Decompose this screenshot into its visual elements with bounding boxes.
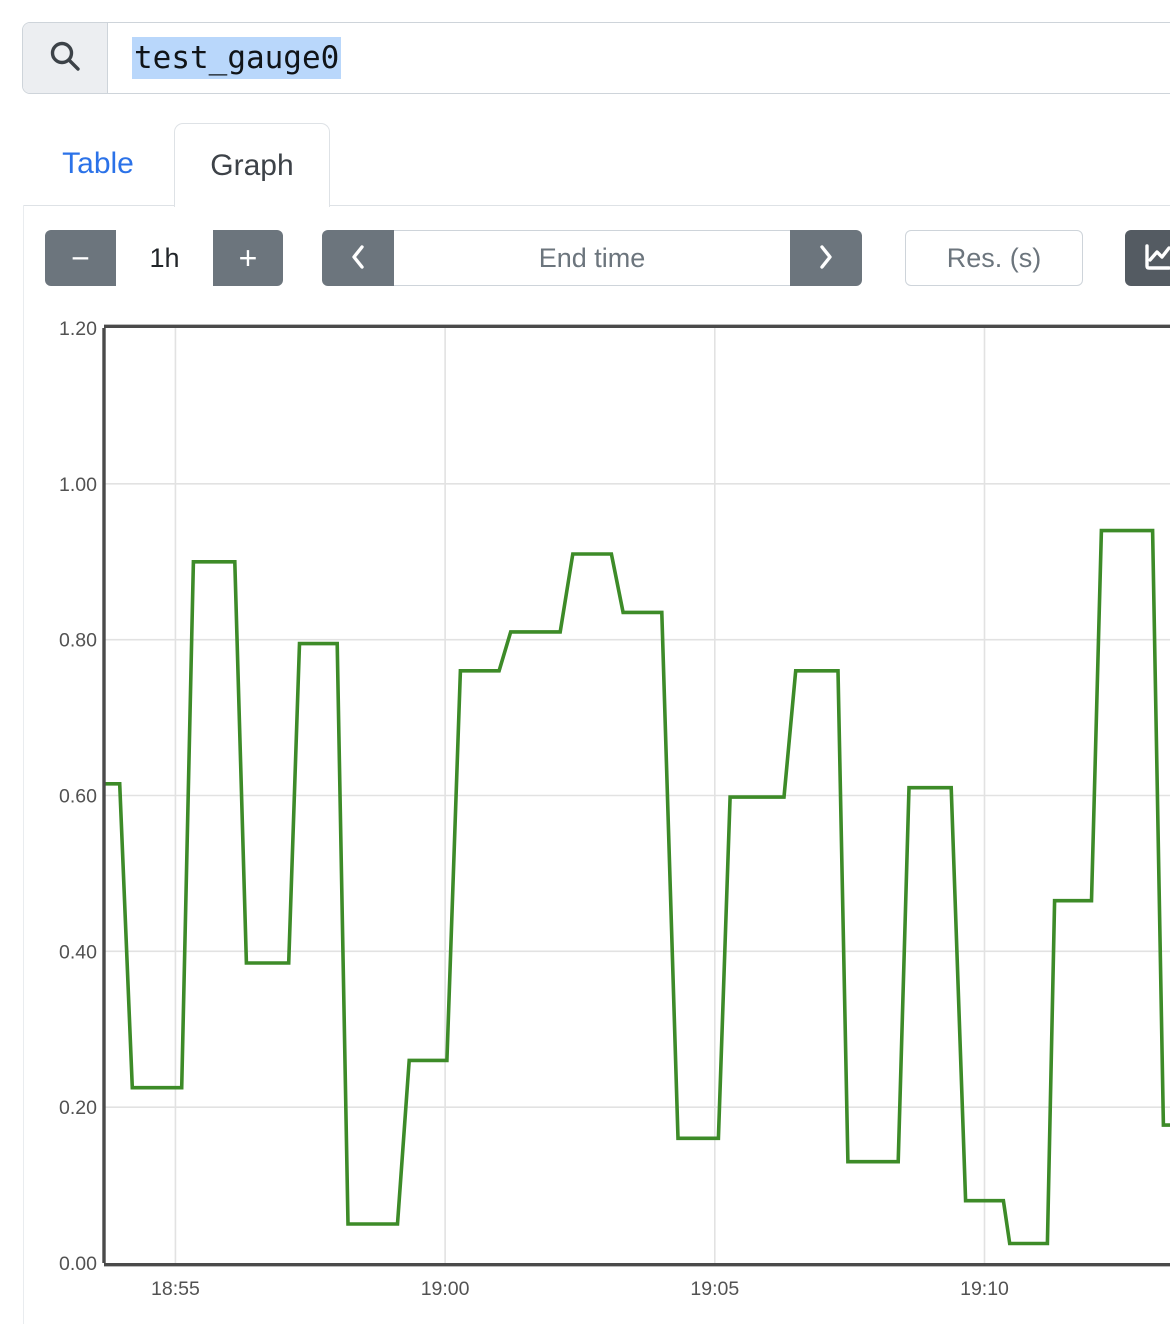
- duration-control: − 1h +: [45, 230, 283, 286]
- shift-back-button[interactable]: [322, 230, 394, 286]
- tab-graph[interactable]: Graph: [174, 123, 330, 207]
- query-bar: test_gauge0: [22, 22, 1170, 94]
- resolution-input[interactable]: Res. (s): [905, 230, 1083, 286]
- expression-text: test_gauge0: [132, 37, 342, 79]
- axis-frame: [102, 324, 1170, 1267]
- graph-controls: − 1h + End time Res. (s): [0, 230, 1170, 286]
- end-time-control: End time: [322, 230, 862, 286]
- end-time-input[interactable]: End time: [394, 230, 790, 286]
- y-axis-tick-label: 0.60: [59, 786, 97, 808]
- y-axis-tick-label: 0.00: [59, 1253, 97, 1275]
- tab-table[interactable]: Table: [62, 147, 134, 180]
- expression-input[interactable]: test_gauge0: [108, 23, 1170, 93]
- shift-forward-button[interactable]: [790, 230, 862, 286]
- y-axis-tick-label: 0.20: [59, 1097, 97, 1119]
- panel-top-border: [23, 205, 1170, 206]
- graph-canvas[interactable]: 0.00 0.20 0.40 0.60 0.80 1.00 1.20 18:55 19:00 19…: [0, 310, 1170, 1324]
- y-axis-tick-label: 0.80: [59, 630, 97, 652]
- y-axis-tick-label: 1.20: [59, 318, 97, 340]
- panel-left-border: [23, 205, 24, 1324]
- decrease-range-button[interactable]: −: [45, 230, 116, 286]
- chevron-left-icon: [347, 242, 369, 275]
- y-axis-tick-label: 0.40: [59, 941, 97, 963]
- chevron-right-icon: [815, 242, 837, 275]
- y-axis-tick-label: 1.00: [59, 474, 97, 496]
- search-icon: [47, 38, 83, 79]
- increase-range-button[interactable]: +: [213, 230, 283, 286]
- x-axis-tick-label: 19:10: [960, 1278, 1009, 1300]
- chart-type-button[interactable]: [1125, 230, 1170, 286]
- x-axis-tick-label: 19:05: [690, 1278, 739, 1300]
- x-axis-tick-label: 19:00: [421, 1278, 470, 1300]
- line-chart-icon: [1141, 240, 1170, 277]
- series-line: [103, 528, 1170, 1246]
- search-icon-box: [23, 23, 108, 93]
- graph-panel: 0.00 0.20 0.40 0.60 0.80 1.00 1.20 18:55 19:00 19…: [0, 310, 1170, 1324]
- x-axis-tick-label: 18:55: [151, 1278, 200, 1300]
- range-input[interactable]: 1h: [116, 230, 213, 286]
